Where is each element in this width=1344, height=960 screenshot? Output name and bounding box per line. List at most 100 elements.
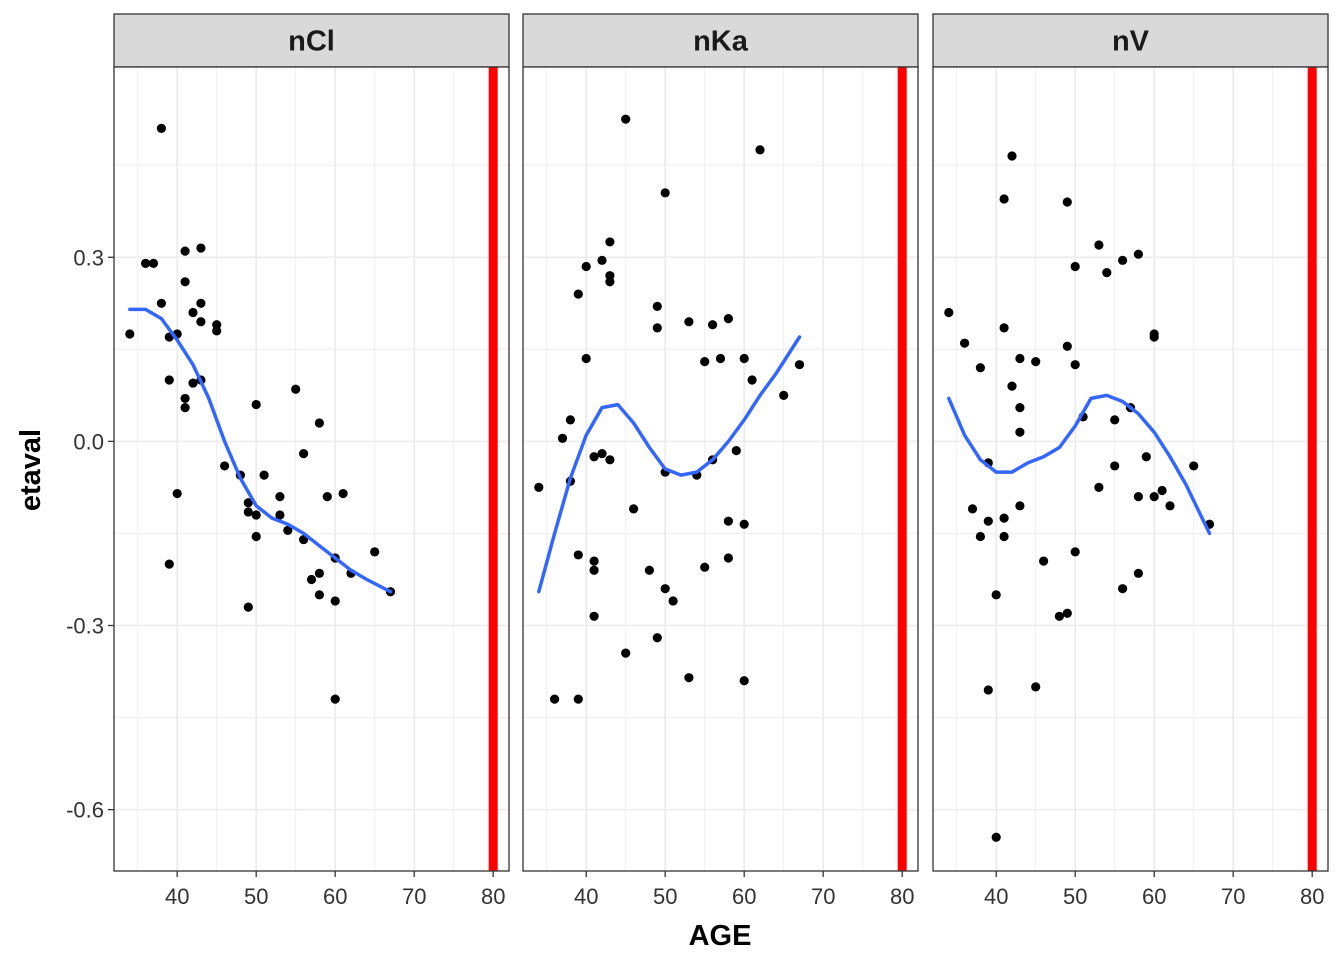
data-point (275, 510, 285, 520)
data-point (581, 353, 591, 364)
data-point (164, 559, 174, 569)
y-axis-title: etaval (15, 429, 47, 511)
y-tick-label: -0.3 (66, 614, 104, 639)
y-tick-label: 0.3 (73, 245, 104, 270)
data-point (1165, 501, 1175, 511)
x-tick-label: 80 (1300, 884, 1324, 909)
data-point (589, 565, 599, 575)
data-point (983, 685, 993, 695)
data-point (220, 461, 230, 471)
data-point (314, 418, 324, 428)
data-point (1094, 240, 1104, 250)
data-point (708, 320, 718, 330)
data-point (275, 492, 285, 502)
data-point (991, 590, 1001, 600)
data-point (589, 452, 599, 462)
data-point (660, 584, 670, 594)
x-tick-label: 80 (481, 884, 505, 909)
data-point (652, 323, 662, 333)
data-point (723, 516, 734, 526)
data-point (605, 237, 615, 247)
data-point (1118, 255, 1128, 265)
data-point (794, 360, 805, 370)
data-point (550, 694, 560, 704)
data-point (723, 314, 734, 324)
facet-strip-label: nKa (693, 26, 749, 58)
data-point (299, 449, 309, 459)
data-point (739, 353, 749, 364)
data-point (291, 384, 301, 394)
data-point (589, 611, 599, 621)
x-tick-label: 60 (732, 884, 756, 909)
data-point (652, 633, 662, 643)
data-point (188, 307, 198, 318)
data-point (597, 449, 607, 459)
data-point (1015, 501, 1025, 511)
data-point (196, 317, 206, 327)
data-point (644, 565, 655, 575)
data-point (1007, 381, 1017, 391)
facet-strip-label: nV (1112, 26, 1150, 58)
data-point (283, 525, 293, 535)
data-point (1133, 568, 1143, 578)
data-point (125, 329, 135, 339)
data-point (314, 590, 324, 600)
data-point (156, 123, 166, 133)
data-point (1149, 492, 1159, 502)
data-point (196, 298, 206, 308)
data-point (684, 673, 694, 683)
data-point (597, 255, 607, 265)
data-point (180, 246, 190, 256)
data-point (975, 363, 986, 373)
data-point (330, 694, 340, 704)
data-point (1157, 485, 1167, 496)
data-point (652, 301, 662, 311)
facet-strip (932, 13, 1329, 68)
facet-panel-ncl: nCl 40 50 60 70 80 (113, 13, 510, 909)
plot-background (114, 67, 509, 871)
smooth-line (947, 393, 1212, 536)
data-point (605, 455, 615, 465)
data-point (999, 323, 1009, 333)
data-point (684, 317, 694, 327)
data-point (314, 568, 324, 578)
x-tick-label: 70 (811, 884, 835, 909)
data-point (723, 553, 734, 563)
data-point (1062, 197, 1072, 207)
data-point (589, 556, 599, 566)
data-point (1133, 492, 1143, 502)
data-point (322, 492, 332, 502)
data-point (700, 562, 710, 572)
data-point (141, 258, 151, 268)
data-point (779, 390, 789, 400)
data-point (1031, 682, 1041, 692)
data-point (330, 596, 340, 606)
data-point (715, 353, 726, 364)
data-point (1133, 249, 1143, 259)
data-point (1031, 356, 1041, 367)
x-tick-label: 50 (1063, 884, 1087, 909)
x-tick-label: 40 (574, 884, 598, 909)
data-point (1062, 608, 1072, 618)
data-point (629, 504, 639, 514)
data-point (180, 393, 190, 404)
data-point (1189, 461, 1199, 471)
data-point (243, 507, 253, 517)
data-point (747, 375, 757, 385)
y-tick-label: 0.0 (73, 429, 104, 454)
data-point (1070, 261, 1080, 272)
facet-panel-nka: nKa 40 50 60 70 80 (522, 13, 919, 909)
data-point (991, 832, 1001, 842)
data-point (180, 277, 190, 287)
data-point (196, 243, 206, 253)
data-point (700, 356, 710, 367)
data-point (1062, 341, 1072, 351)
panel-border (932, 66, 1329, 872)
data-point (668, 596, 678, 606)
data-point (1110, 461, 1120, 471)
data-point (1110, 415, 1120, 425)
data-point (1070, 360, 1080, 370)
data-point (1054, 611, 1064, 621)
data-point (739, 676, 749, 686)
